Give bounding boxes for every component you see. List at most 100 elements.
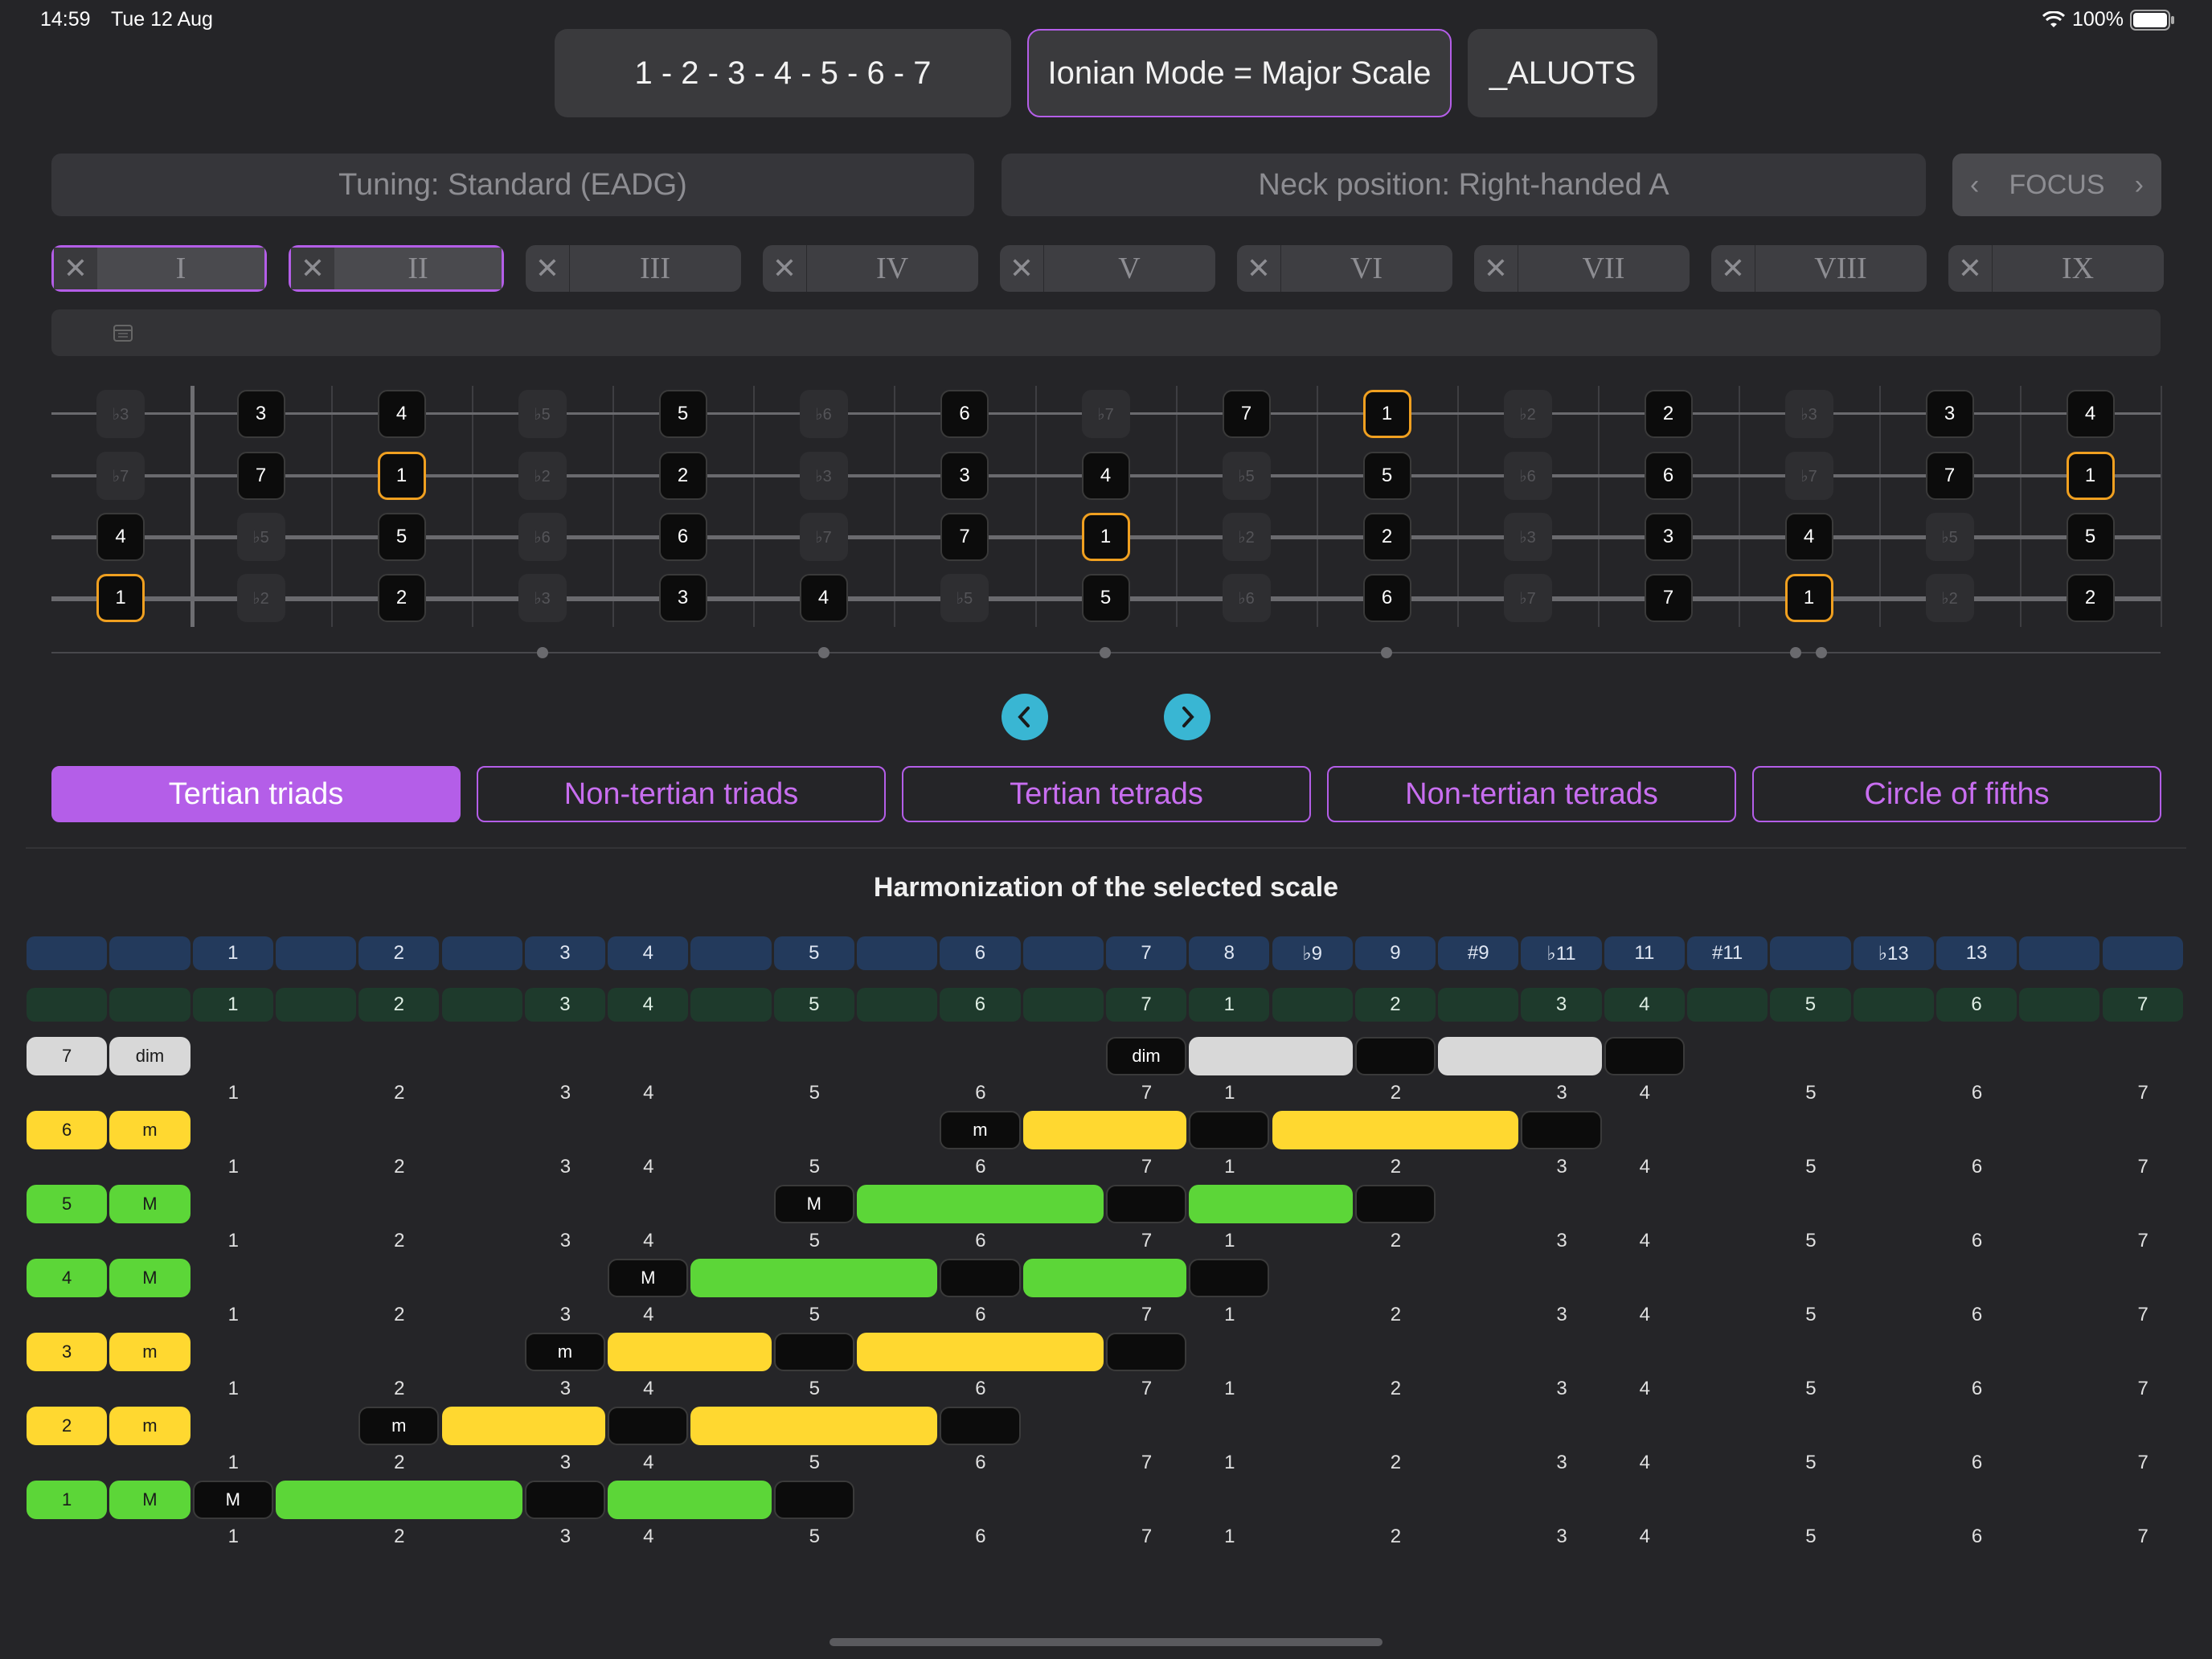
fret-note[interactable]: 3 (658, 574, 707, 622)
position-chip-vi[interactable]: ✕ VI (1237, 245, 1452, 292)
fret-note[interactable]: ♭3 (1503, 513, 1552, 561)
position-chip-i[interactable]: ✕ I (51, 245, 267, 292)
position-chip-v[interactable]: ✕ V (1000, 245, 1215, 292)
close-icon[interactable]: ✕ (54, 248, 98, 289)
chord-degree-badge[interactable]: 2 (27, 1407, 108, 1445)
close-icon[interactable]: ✕ (291, 248, 335, 289)
fret-note[interactable]: 5 (2066, 513, 2115, 561)
position-chip-viii[interactable]: ✕ VIII (1711, 245, 1927, 292)
chord-quality-badge[interactable]: m (109, 1407, 190, 1445)
fret-note[interactable]: ♭6 (518, 513, 567, 561)
fret-note[interactable]: 1 (1081, 513, 1130, 561)
fret-note[interactable]: ♭2 (236, 574, 285, 622)
scale-degrees-button[interactable]: 1 - 2 - 3 - 4 - 5 - 6 - 7 (555, 29, 1011, 117)
fret-note[interactable]: ♭7 (1503, 574, 1552, 622)
fret-note[interactable]: ♭5 (1222, 452, 1271, 500)
fret-note[interactable]: ♭5 (940, 574, 989, 622)
focus-control[interactable]: ‹ FOCUS › (1952, 154, 2161, 216)
fret-note[interactable]: 6 (940, 390, 989, 438)
close-icon[interactable]: ✕ (526, 245, 570, 292)
fret-note[interactable]: 3 (1644, 513, 1693, 561)
fret-note[interactable]: 4 (377, 390, 426, 438)
fret-note[interactable]: 1 (96, 574, 145, 622)
chord-degree-badge[interactable]: 5 (27, 1185, 108, 1223)
chord-quality-badge[interactable]: M (109, 1481, 190, 1519)
fret-note[interactable]: ♭5 (236, 513, 285, 561)
next-position-button[interactable] (1164, 694, 1210, 740)
tab-tertian-tetrads[interactable]: Tertian tetrads (902, 766, 1311, 822)
close-icon[interactable]: ✕ (1237, 245, 1281, 292)
fret-note[interactable]: 7 (1222, 390, 1271, 438)
fret-note[interactable]: 3 (940, 452, 989, 500)
chevron-right-icon[interactable]: › (2134, 169, 2144, 200)
fret-note[interactable]: ♭7 (96, 452, 145, 500)
mode-button[interactable]: Ionian Mode = Major Scale (1027, 29, 1452, 117)
neck-position-field[interactable]: Neck position: Right-handed A (1002, 154, 1926, 216)
fret-note[interactable]: 7 (236, 452, 285, 500)
fret-note[interactable]: ♭2 (1925, 574, 1974, 622)
fret-note[interactable]: ♭3 (96, 390, 145, 438)
fret-note[interactable]: 2 (1362, 513, 1411, 561)
fret-note[interactable]: ♭5 (1925, 513, 1974, 561)
calendar-icon[interactable] (113, 323, 133, 342)
fret-note[interactable]: 1 (1784, 574, 1833, 622)
scale-name-button[interactable]: _ALUOTS (1468, 29, 1657, 117)
fret-note[interactable]: ♭2 (518, 452, 567, 500)
fret-note[interactable]: 4 (1081, 452, 1130, 500)
close-icon[interactable]: ✕ (1474, 245, 1518, 292)
chevron-left-icon[interactable]: ‹ (1970, 169, 1980, 200)
fret-note[interactable]: ♭3 (1784, 390, 1833, 438)
chord-degree-badge[interactable]: 7 (27, 1037, 108, 1075)
fret-note[interactable]: 6 (1644, 452, 1693, 500)
fret-note[interactable]: 4 (1784, 513, 1833, 561)
chord-quality-badge[interactable]: m (109, 1111, 190, 1149)
fret-note[interactable]: ♭7 (1784, 452, 1833, 500)
tab-tertian-triads[interactable]: Tertian triads (51, 766, 461, 822)
chord-quality-badge[interactable]: m (109, 1333, 190, 1371)
fretboard[interactable]: ♭3 3 4 ♭5 5 ♭6 6 ♭7 7 1 ♭2 2 ♭3 3 4 ♭7 7 1 ♭2 2 ♭3 3 4 ♭5 5 ♭6 6 ♭7… (0, 378, 2212, 667)
tab-non-tertian-triads[interactable]: Non-tertian triads (477, 766, 886, 822)
fret-note[interactable]: 4 (2066, 390, 2115, 438)
chord-degree-badge[interactable]: 6 (27, 1111, 108, 1149)
chord-degree-badge[interactable]: 3 (27, 1333, 108, 1371)
fret-note[interactable]: ♭6 (1503, 452, 1552, 500)
tab-non-tertian-tetrads[interactable]: Non-tertian tetrads (1327, 766, 1736, 822)
close-icon[interactable]: ✕ (1000, 245, 1044, 292)
fret-note[interactable]: 7 (1925, 452, 1974, 500)
fret-note[interactable]: 1 (2066, 452, 2115, 500)
fret-note[interactable]: 1 (377, 452, 426, 500)
fret-note[interactable]: 2 (377, 574, 426, 622)
position-chip-ii[interactable]: ✕ II (289, 245, 504, 292)
fret-note[interactable]: 6 (1362, 574, 1411, 622)
position-chip-iv[interactable]: ✕ IV (763, 245, 978, 292)
fret-note[interactable]: ♭6 (1222, 574, 1271, 622)
tab-circle-of-fifths[interactable]: Circle of fifths (1752, 766, 2161, 822)
fret-note[interactable]: ♭5 (518, 390, 567, 438)
chord-quality-badge[interactable]: M (109, 1259, 190, 1297)
position-chip-ix[interactable]: ✕ IX (1948, 245, 2164, 292)
chord-degree-badge[interactable]: 1 (27, 1481, 108, 1519)
close-icon[interactable]: ✕ (763, 245, 807, 292)
fret-note[interactable]: 7 (940, 513, 989, 561)
fret-note[interactable]: 4 (96, 513, 145, 561)
fret-note[interactable]: 5 (1362, 452, 1411, 500)
fret-note[interactable]: 1 (1362, 390, 1411, 438)
fret-note[interactable]: ♭3 (799, 452, 848, 500)
chord-quality-badge[interactable]: dim (109, 1037, 190, 1075)
fret-note[interactable]: 4 (799, 574, 848, 622)
fret-note[interactable]: 5 (658, 390, 707, 438)
fret-note[interactable]: 6 (658, 513, 707, 561)
fret-note[interactable]: ♭6 (799, 390, 848, 438)
chord-quality-badge[interactable]: M (109, 1185, 190, 1223)
fret-note[interactable]: 7 (1644, 574, 1693, 622)
chord-degree-badge[interactable]: 4 (27, 1259, 108, 1297)
fret-note[interactable]: 2 (1644, 390, 1693, 438)
fret-note[interactable]: ♭3 (518, 574, 567, 622)
position-chip-iii[interactable]: ✕ III (526, 245, 741, 292)
fret-note[interactable]: ♭7 (799, 513, 848, 561)
fret-note[interactable]: 5 (1081, 574, 1130, 622)
previous-position-button[interactable] (1002, 694, 1048, 740)
fret-note[interactable]: 3 (236, 390, 285, 438)
fret-note[interactable]: 2 (658, 452, 707, 500)
position-chip-vii[interactable]: ✕ VII (1474, 245, 1690, 292)
